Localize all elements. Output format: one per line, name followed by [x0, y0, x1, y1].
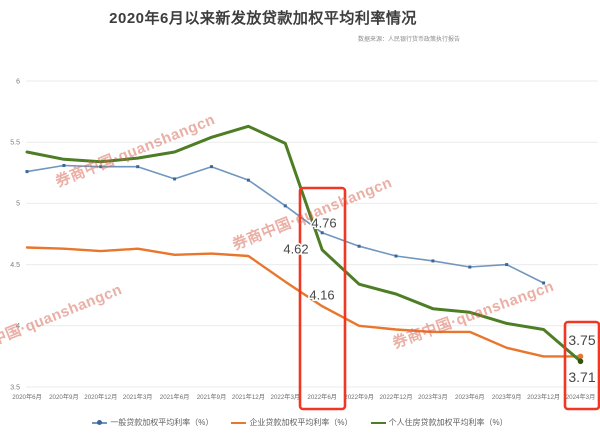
legend-item-1: 企业贷款加权平均利率（%） — [231, 417, 353, 428]
x-tick-label: 2021年3月 — [123, 393, 153, 401]
x-tick-label: 2023年3月 — [418, 393, 448, 401]
data-point-marker — [357, 244, 361, 248]
x-tick-label: 2023年9月 — [492, 393, 522, 401]
data-point-marker — [394, 254, 398, 258]
x-tick-label: 2021年12月 — [232, 393, 265, 401]
legend-label: 一般贷款加权平均利率（%） — [110, 418, 214, 427]
highlight-box — [298, 186, 347, 411]
legend-marker-dot — [97, 420, 103, 425]
legend-label: 个人住房贷款加权平均利率（%） — [388, 418, 508, 427]
y-tick-label: 6 — [16, 78, 20, 85]
x-tick-label: 2023年12月 — [527, 393, 560, 401]
legend-line-swatch — [231, 421, 247, 424]
series-line-0 — [26, 164, 545, 284]
y-tick-label: 5.5 — [10, 140, 20, 147]
data-point-marker — [505, 263, 509, 267]
x-tick-label: 2020年6月 — [12, 393, 42, 401]
x-tick-label: 2021年6月 — [160, 393, 190, 401]
y-tick-label: 4.5 — [10, 262, 20, 269]
x-tick-label: 2020年9月 — [49, 393, 79, 401]
value-annotation: 4.62 — [283, 242, 308, 257]
data-point-marker — [99, 165, 103, 169]
legend-line-swatch — [92, 420, 108, 425]
chart-legend: 一般贷款加权平均利率（%） 企业贷款加权平均利率（%） 个人住房贷款加权平均利率（%… — [0, 417, 600, 428]
y-tick-label: 3.5 — [10, 384, 20, 391]
data-source-note: 数据来源：人民银行货币政策执行报告 — [358, 37, 461, 43]
x-tick-label: 2022年6月 — [307, 393, 337, 401]
x-tick-label: 2021年9月 — [197, 393, 227, 401]
data-point-marker — [62, 163, 66, 167]
x-tick-label: 2020年12月 — [84, 393, 117, 401]
y-tick-label: 5 — [16, 201, 20, 208]
legend-label: 企业贷款加权平均利率（%） — [249, 418, 353, 427]
x-tick-label: 2022年12月 — [379, 393, 412, 401]
end-point-marker — [577, 358, 584, 365]
data-point-marker — [210, 165, 213, 169]
x-tick-label: 2022年3月 — [271, 393, 301, 401]
series-line-2 — [25, 124, 582, 363]
legend-line-swatch — [370, 421, 386, 424]
x-tick-label: 2023年6月 — [455, 393, 485, 401]
data-point-marker — [173, 177, 177, 181]
legend-item-2: 个人住房贷款加权平均利率（%） — [370, 417, 508, 428]
x-tick-label: 2024年3月 — [566, 393, 596, 401]
highlight-box — [563, 320, 600, 411]
value-annotation: 3.75 — [568, 332, 595, 348]
data-point-marker — [542, 281, 546, 285]
data-point-marker — [283, 204, 287, 208]
y-tick-label: 4 — [16, 323, 20, 330]
data-point-marker — [246, 178, 250, 182]
value-annotation: 3.71 — [568, 369, 595, 385]
end-point-marker — [577, 353, 584, 360]
data-point-marker — [468, 265, 472, 269]
series-line-1 — [25, 246, 582, 358]
chart-title: 2020年6月以来新发放贷款加权平均利率情况 — [109, 10, 417, 27]
data-point-marker — [320, 231, 324, 235]
data-point-marker — [136, 165, 140, 169]
legend-item-0: 一般贷款加权平均利率（%） — [92, 417, 213, 428]
data-point-marker — [25, 170, 29, 174]
x-tick-label: 2022年9月 — [344, 393, 374, 401]
value-annotation: 4.16 — [309, 288, 334, 303]
value-annotation: 4.76 — [311, 216, 336, 231]
data-point-marker — [431, 259, 435, 263]
